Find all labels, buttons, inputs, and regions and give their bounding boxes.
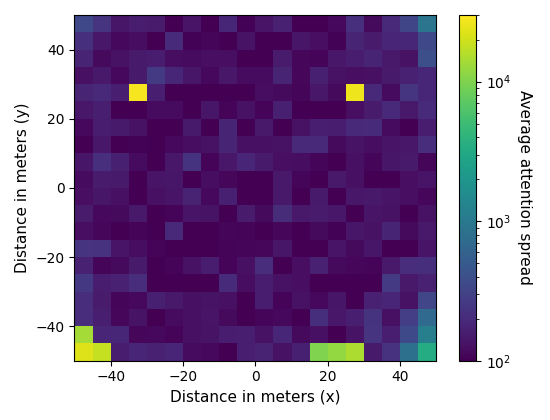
X-axis label: Distance in meters (x): Distance in meters (x) <box>170 390 340 405</box>
Y-axis label: Distance in meters (y): Distance in meters (y) <box>15 102 30 273</box>
Y-axis label: Average attention spread: Average attention spread <box>517 90 532 285</box>
